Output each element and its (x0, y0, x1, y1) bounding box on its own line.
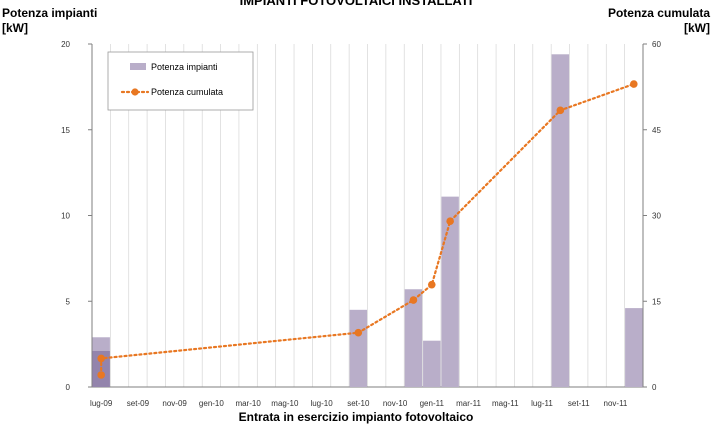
x-axis-tick-label: nov-10 (383, 399, 408, 408)
x-axis-tick-label: lug-09 (90, 399, 113, 408)
bar (404, 289, 423, 387)
legend-label-line: Potenza cumulata (151, 87, 223, 97)
x-axis-label: Entrata in esercizio impianto fotovoltai… (238, 410, 474, 424)
right-axis-tick-label: 15 (652, 297, 661, 306)
legend-label-bars: Potenza impianti (151, 62, 218, 72)
left-axis-label: Potenza impianti [kW] (2, 6, 97, 36)
legend-swatch-marker (131, 88, 139, 96)
cumulative-point (409, 296, 418, 304)
cumulative-line (100, 82, 635, 377)
cumulative-point (354, 328, 363, 337)
left-axis-tick-label: 20 (61, 40, 70, 49)
bar (625, 308, 643, 387)
left-axis-tick-label: 10 (61, 212, 70, 221)
left-axis-tick-label: 15 (61, 126, 70, 135)
cumulative-point (97, 354, 105, 363)
right-axis-tick-label: 45 (652, 126, 661, 135)
x-axis-tick-label: gen-11 (420, 399, 445, 408)
right-axis-tick-label: 60 (652, 40, 661, 49)
chart-title: IMPIANTI FOTOVOLTAICI INSTALLATI (239, 0, 473, 8)
bar (551, 54, 570, 387)
x-axis-tick-label: lug-10 (310, 399, 333, 408)
legend-swatch-bars (130, 63, 146, 70)
x-axis-tick-label: set-10 (347, 399, 370, 408)
cumulative-point (446, 217, 454, 226)
x-axis-tick-label: mar-10 (235, 399, 261, 408)
right-axis-label-line-2: [kW] (684, 21, 710, 35)
right-axis-label-line-1: Potenza cumulata (607, 6, 710, 20)
cumulative-point (97, 371, 105, 379)
cumulative-point (556, 106, 565, 115)
right-axis-tick-label: 30 (652, 212, 661, 221)
x-axis-tick-label: set-11 (568, 399, 590, 408)
x-axis-tick-label: mar-11 (456, 399, 481, 408)
bar (423, 340, 441, 387)
x-axis-tick-label: nov-11 (604, 399, 628, 408)
left-axis-label-line-2: [kW] (2, 21, 28, 35)
x-axis-tick-label: gen-10 (199, 399, 224, 408)
left-axis-tick-label: 5 (66, 297, 71, 306)
right-axis-label: Potenza cumulata [kW] (608, 6, 710, 36)
bar (441, 196, 459, 387)
cumulative-point (630, 80, 638, 88)
cumulative-point (427, 280, 436, 289)
legend-box (107, 51, 254, 111)
left-axis-tick-label: 0 (66, 383, 71, 392)
bar (349, 309, 368, 387)
left-axis-label-line-1: Potenza impianti (2, 6, 98, 20)
x-axis-tick-label: mag-11 (492, 399, 519, 408)
x-axis-tick-label: mag-10 (271, 399, 299, 408)
right-axis-tick-label: 0 (652, 383, 657, 392)
x-axis-tick-label: nov-09 (162, 399, 187, 408)
x-axis-tick-label: set-09 (127, 399, 150, 408)
x-axis-tick-label: lug-11 (531, 399, 553, 408)
